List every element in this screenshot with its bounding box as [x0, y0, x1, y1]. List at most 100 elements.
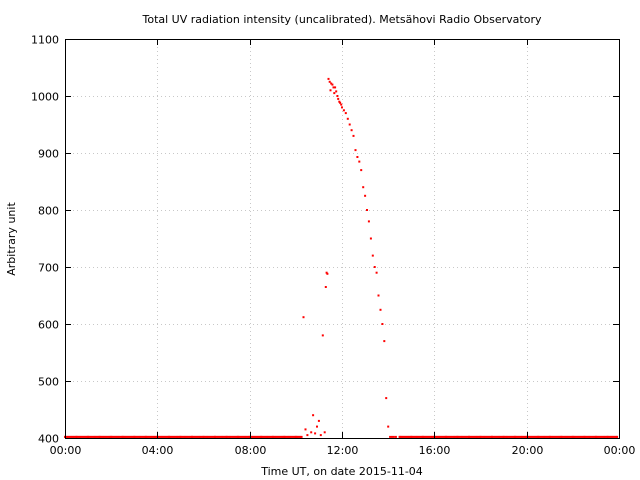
data-point: [232, 435, 235, 438]
data-point: [247, 435, 250, 438]
data-point: [405, 435, 408, 438]
data-point: [448, 435, 451, 438]
data-point: [577, 435, 580, 438]
data-point: [278, 435, 281, 438]
data-point: [613, 435, 616, 438]
data-point: [576, 435, 579, 438]
data-point: [525, 435, 528, 438]
data-point: [469, 435, 472, 438]
data-point: [592, 435, 595, 438]
y-tick-labels: 400 500 600 700 800 900 1000 1100: [31, 34, 59, 446]
data-point: [300, 435, 303, 438]
data-point: [575, 435, 578, 438]
data-point: [379, 308, 382, 311]
data-point: [510, 435, 513, 438]
data-point: [110, 435, 113, 438]
data-point: [109, 435, 111, 438]
data-point: [140, 435, 143, 438]
data-point: [528, 435, 530, 438]
data-point: [84, 435, 87, 438]
data-point: [513, 435, 515, 438]
data-point: [158, 435, 161, 438]
x-tick-label: 12:00: [327, 444, 359, 457]
data-point: [600, 435, 603, 438]
x-tick-label: 00:00: [604, 444, 636, 457]
data-point: [128, 435, 131, 438]
data-point: [412, 435, 415, 438]
data-point: [477, 435, 480, 438]
data-point: [425, 435, 428, 438]
data-point: [444, 435, 447, 438]
data-point: [453, 435, 455, 438]
data-point: [91, 435, 94, 438]
data-point: [394, 435, 397, 438]
data-point: [419, 435, 422, 438]
chart-title: Total UV radiation intensity (uncalibrat…: [142, 13, 542, 26]
data-point: [456, 435, 459, 438]
data-point: [518, 435, 521, 438]
data-point: [291, 435, 294, 438]
data-point: [302, 316, 305, 319]
data-point: [178, 435, 181, 438]
data-point: [248, 435, 251, 438]
data-point: [129, 435, 132, 438]
data-point: [217, 435, 220, 438]
data-point: [529, 435, 532, 438]
data-point: [264, 435, 267, 438]
data-point: [252, 435, 255, 438]
data-point: [262, 435, 265, 438]
data-point: [466, 435, 469, 438]
data-point: [442, 435, 445, 438]
data-point: [450, 435, 453, 438]
data-point: [203, 435, 206, 438]
data-point: [414, 435, 417, 438]
points: [64, 77, 619, 438]
data-point: [420, 435, 423, 438]
data-point: [548, 435, 551, 438]
data-point: [289, 435, 292, 438]
data-point: [604, 435, 607, 438]
data-point: [487, 435, 490, 438]
data-point: [111, 435, 114, 438]
data-point: [449, 435, 452, 438]
data-point: [611, 435, 614, 438]
data-point: [589, 435, 592, 438]
data-point: [234, 435, 237, 438]
data-point: [468, 435, 470, 438]
data-point: [517, 435, 520, 438]
data-point: [143, 435, 146, 438]
data-point: [261, 435, 264, 438]
data-point: [398, 435, 401, 438]
data-point: [107, 435, 110, 438]
data-point: [94, 435, 96, 438]
data-point: [185, 435, 188, 438]
data-point: [409, 435, 412, 438]
data-point: [210, 435, 213, 438]
data-point: [590, 435, 593, 438]
data-point: [292, 435, 295, 438]
data-point: [418, 435, 421, 438]
data-point: [434, 435, 437, 438]
data-point: [499, 435, 502, 438]
data-point: [174, 435, 177, 438]
data-point: [392, 435, 395, 438]
data-point: [132, 435, 135, 438]
data-point: [493, 435, 496, 438]
data-point: [180, 435, 183, 438]
data-point: [371, 254, 374, 257]
data-point: [176, 435, 178, 438]
data-point: [567, 435, 570, 438]
data-point: [184, 435, 186, 438]
data-point: [547, 435, 550, 438]
data-point: [285, 435, 288, 438]
data-point: [277, 435, 280, 438]
data-point: [191, 435, 193, 438]
data-point: [246, 435, 249, 438]
data-point: [218, 435, 221, 438]
data-point: [593, 435, 596, 438]
data-point: [310, 431, 313, 434]
data-point: [424, 435, 427, 438]
data-point: [173, 435, 176, 438]
data-point: [219, 435, 222, 438]
data-point: [211, 435, 214, 438]
